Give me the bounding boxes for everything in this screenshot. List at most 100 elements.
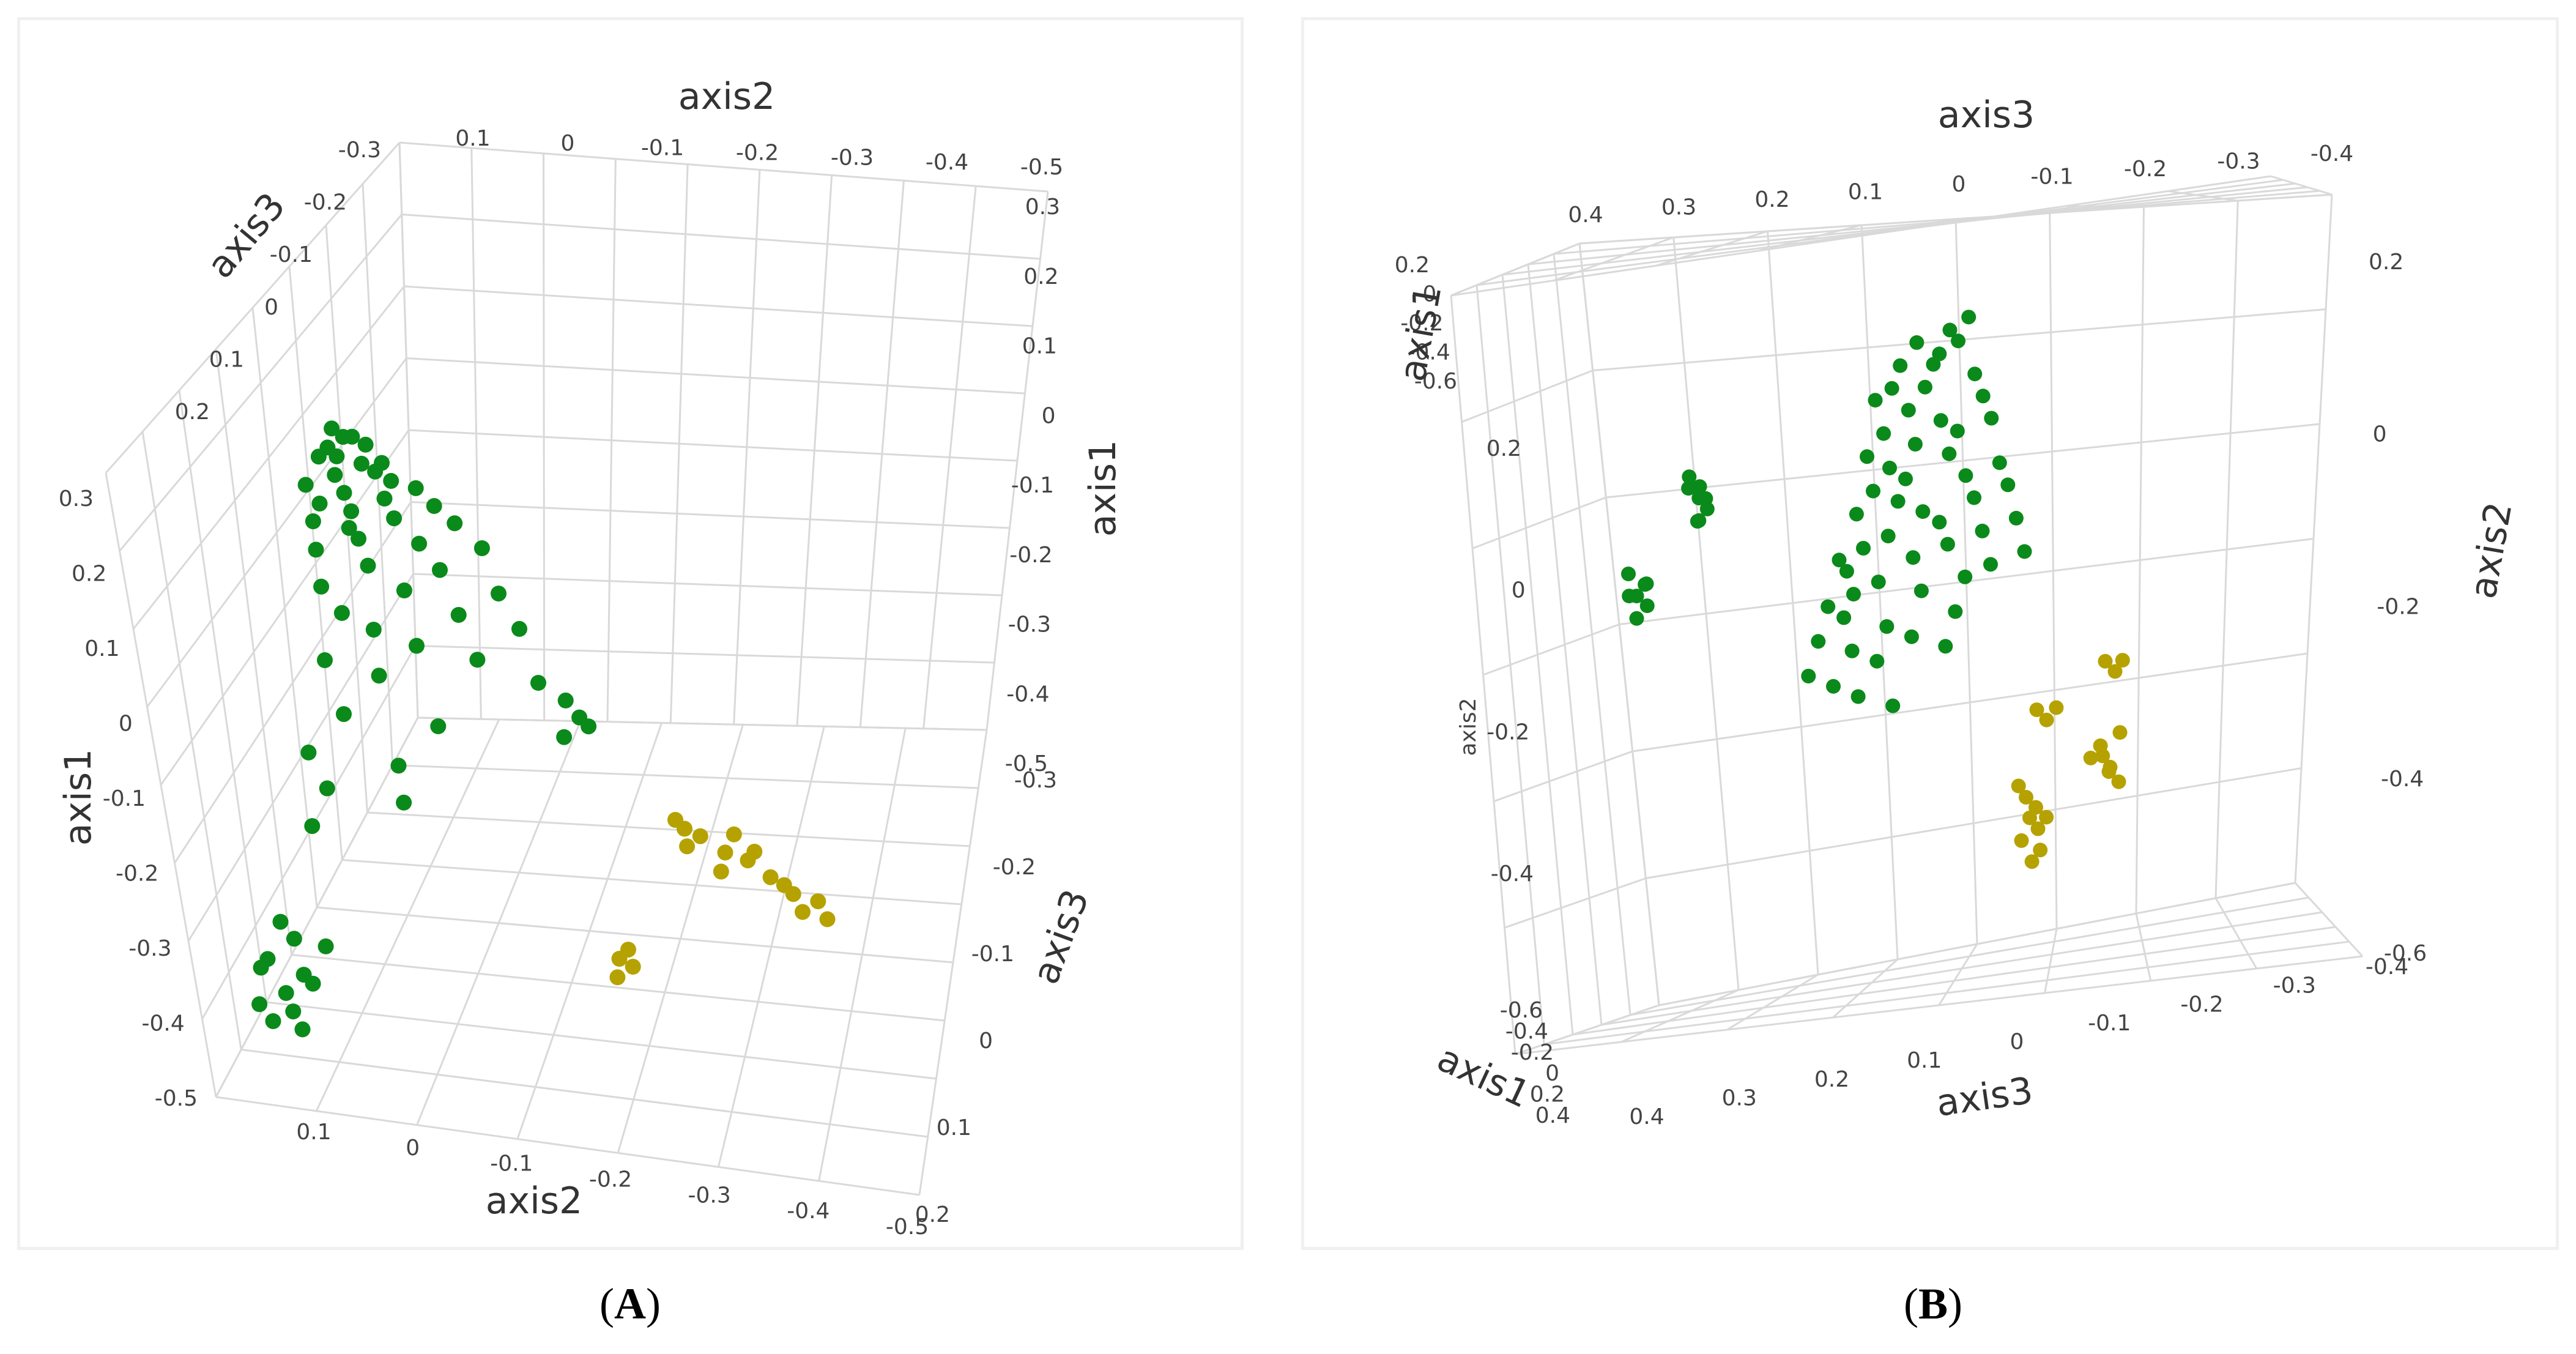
grid-a-floor-b1 — [392, 764, 979, 789]
axis-title-a-axis3-top: axis3 — [199, 185, 294, 286]
caption-b-close: ) — [1948, 1279, 1962, 1328]
point-a-s0-41 — [336, 706, 352, 723]
tick-a-axis3-right-4: 0.1 — [937, 1115, 971, 1140]
tick-a-axis1-right-2: 0.1 — [1022, 334, 1057, 359]
point-b-s0-32 — [1992, 455, 2007, 471]
tick-b-axis3-top-5: -0.1 — [2030, 165, 2073, 190]
tick-b-axis3-bottom-1: 0.3 — [1722, 1085, 1757, 1110]
point-a-s0-6 — [310, 448, 327, 465]
grid-b-floor-b7 — [2214, 898, 2258, 969]
axis-title-b-axis3-bottom: axis3 — [1934, 1069, 2036, 1125]
grid-a-floor-b8 — [215, 1096, 920, 1196]
axis-title-b-axis2-right: axis2 — [2462, 499, 2520, 601]
tick-b-axis1-bottom-2: -0.2 — [1511, 1040, 1554, 1065]
tick-a-axis1-right-4: -0.1 — [1011, 473, 1054, 498]
tick-a-axis3-right-3: 0 — [979, 1029, 993, 1054]
tick-b-axis1-top-1: 0 — [1422, 282, 1436, 307]
grid-b-floor-b6 — [2135, 913, 2152, 981]
grid-b-floor-b2 — [1726, 973, 1819, 1031]
tick-b-axis3-bottom-0: 0.4 — [1629, 1104, 1664, 1129]
point-b-s0-70 — [1629, 611, 1644, 626]
tick-b-axis3-bottom-4: 0 — [2010, 1030, 2024, 1055]
tick-b-axis1-bottom-3: 0 — [1545, 1061, 1559, 1086]
tick-a-axis1-left-7: -0.4 — [142, 1011, 185, 1036]
panel-a: 0.1 0 -0.1 -0.2 -0.3 -0.4 -0.5 -0.3 -0.2 -0.1 0 0.1… — [17, 17, 1244, 1250]
tick-a-axis2-top-5: -0.4 — [926, 150, 968, 175]
tick-a-axis3-top-0: -0.3 — [338, 138, 381, 163]
tick-b-axis3-top-7: -0.3 — [2217, 149, 2260, 174]
point-b-s1-2 — [2049, 700, 2064, 715]
point-b-s0-34 — [1839, 564, 1854, 579]
grid-a-floor-b2 — [367, 811, 970, 847]
chart-a-points — [251, 420, 836, 1038]
point-b-s0-1 — [1951, 333, 1965, 349]
caption-b-letter: B — [1918, 1279, 1948, 1328]
point-a-s0-5 — [328, 448, 345, 464]
grid-b-floor-b8 — [2294, 882, 2364, 958]
grid-b-top-b4 — [1860, 218, 1956, 237]
grid-a-back-b6 — [413, 573, 1003, 597]
point-b-s0-71 — [1638, 577, 1653, 592]
point-b-s0-25 — [1932, 515, 1947, 530]
tick-a-axis3-top-3: 0 — [264, 295, 278, 320]
point-b-s0-27 — [1967, 490, 1981, 505]
tick-a-axis2-top-6: -0.5 — [1020, 155, 1063, 180]
point-a-s0-34 — [365, 622, 382, 638]
tick-b-axis3-top-3: 0.1 — [1848, 180, 1883, 205]
point-b-s0-18 — [1868, 393, 1883, 408]
point-b-s0-9 — [1901, 403, 1916, 418]
tick-a-axis1-right-5: -0.2 — [1009, 543, 1052, 568]
point-a-s0-16 — [376, 490, 393, 507]
point-b-s0-43 — [1879, 619, 1895, 634]
tick-b-axis3-bottom-3: 0.1 — [1907, 1048, 1942, 1073]
point-b-s0-28 — [1849, 507, 1864, 522]
grid-a-left-b6 — [178, 390, 267, 1003]
grid-a-floor-b3 — [342, 859, 962, 906]
point-b-s0-47 — [1904, 629, 1919, 644]
point-a-s0-11 — [297, 477, 314, 493]
caption-b-open: ( — [1904, 1279, 1918, 1328]
point-a-s0-37 — [317, 652, 333, 668]
tick-a-axis1-right-1: 0.2 — [1023, 264, 1058, 289]
grid-b-floor-b5 — [2044, 928, 2058, 994]
grid-b-top-b1 — [1553, 236, 1674, 282]
point-a-s1-14 — [819, 911, 836, 928]
tick-a-axis1-right-6: -0.3 — [1008, 612, 1051, 638]
grid-a-left-b2 — [325, 225, 368, 813]
grid-b-top-b5 — [1963, 212, 2050, 222]
point-b-s0-54 — [1850, 689, 1866, 704]
point-a-s0-20 — [386, 510, 403, 527]
point-b-s0-68 — [1639, 598, 1655, 614]
point-b-s1-11 — [2024, 854, 2040, 869]
tick-b-axis3-bottom-5: -0.1 — [2088, 1011, 2131, 1036]
tick-a-axis1-left-2: 0.1 — [84, 636, 119, 661]
point-b-s0-55 — [1938, 639, 1953, 654]
tick-a-axis3-top-5: 0.2 — [175, 400, 210, 425]
tick-a-axis1-left-0: 0.3 — [59, 486, 94, 511]
tick-b-axis3-top-4: 0 — [1952, 172, 1966, 197]
tick-b-axis3-bottom-7: -0.3 — [2273, 973, 2316, 999]
tick-b-axis2-right-3: -0.4 — [2381, 767, 2424, 792]
point-a-s1-12 — [810, 893, 826, 910]
point-a-s0-51 — [581, 718, 597, 735]
point-b-s0-40 — [2000, 477, 2016, 493]
axis-title-a-axis2-bottom: axis2 — [486, 1180, 582, 1222]
point-a-s0-4 — [357, 436, 374, 453]
point-a-s0-57 — [278, 985, 294, 1001]
point-a-s1-13 — [795, 904, 811, 920]
point-a-s0-26 — [473, 540, 490, 556]
chart-b-grid — [1450, 175, 2364, 1055]
point-b-s0-46 — [2008, 510, 2024, 526]
point-b-s0-4 — [1961, 310, 1977, 325]
point-a-s0-33 — [450, 607, 467, 623]
point-a-s0-62 — [294, 1021, 311, 1038]
point-b-s0-8 — [1975, 389, 1991, 404]
axis-title-b-axis3-top: axis3 — [1938, 94, 2035, 136]
grid-b-left-b2 — [1472, 496, 1606, 549]
point-b-s1-10 — [2033, 843, 2048, 858]
tick-a-axis2-bottom-1: 0 — [406, 1136, 420, 1161]
point-a-s0-18 — [343, 503, 360, 519]
point-a-s0-0 — [324, 420, 340, 437]
grid-a-left-b3 — [288, 266, 343, 860]
grid-a-back-b4 — [408, 429, 1018, 462]
